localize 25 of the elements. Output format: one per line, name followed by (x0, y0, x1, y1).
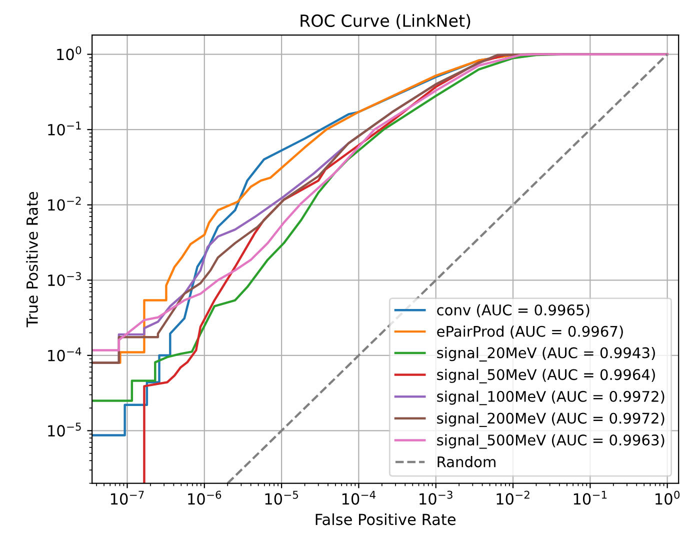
legend-label: signal_200MeV (AUC = 0.9972) (437, 412, 664, 427)
legend-label: signal_100MeV (AUC = 0.9972) (437, 390, 664, 406)
y-tick-label: 10$^{−3}$ (48, 272, 81, 286)
y-tick-label: 10$^{0}$ (57, 46, 82, 60)
x-tick-label: 10$^{0}$ (656, 490, 680, 505)
x-tick-label: 10$^{−4}$ (342, 490, 376, 505)
y-tick-label: 10$^{−4}$ (48, 347, 82, 362)
legend-label: signal_500MeV (AUC = 0.9963) (437, 434, 664, 449)
x-tick-label: 10$^{−3}$ (420, 490, 452, 505)
legend-label: signal_20MeV (AUC = 0.9943) (437, 347, 655, 362)
x-tick-label: 10$^{−5}$ (265, 490, 298, 505)
y-axis-title: True Positive Rate (26, 192, 38, 328)
legend-label: ePairProd (AUC = 0.9967) (437, 326, 623, 339)
legend-label: signal_50MeV (AUC = 0.9964) (437, 368, 655, 384)
legend-label: Random (438, 456, 496, 468)
x-tick-label: 10$^{−1}$ (574, 490, 607, 505)
x-tick-label: 10$^{−6}$ (188, 490, 222, 505)
x-tick-label: 10$^{−2}$ (496, 490, 530, 505)
chart-title: ROC Curve (LinkNet) (300, 14, 470, 29)
legend-label: conv (AUC = 0.9965) (437, 304, 590, 318)
y-tick-label: 10$^{−5}$ (48, 422, 81, 437)
x-tick-label: 10$^{−7}$ (110, 490, 144, 505)
y-tick-label: 10$^{−2}$ (48, 196, 81, 211)
x-axis-title: False Positive Rate (316, 513, 456, 526)
y-tick-label: 10$^{−1}$ (48, 122, 81, 136)
